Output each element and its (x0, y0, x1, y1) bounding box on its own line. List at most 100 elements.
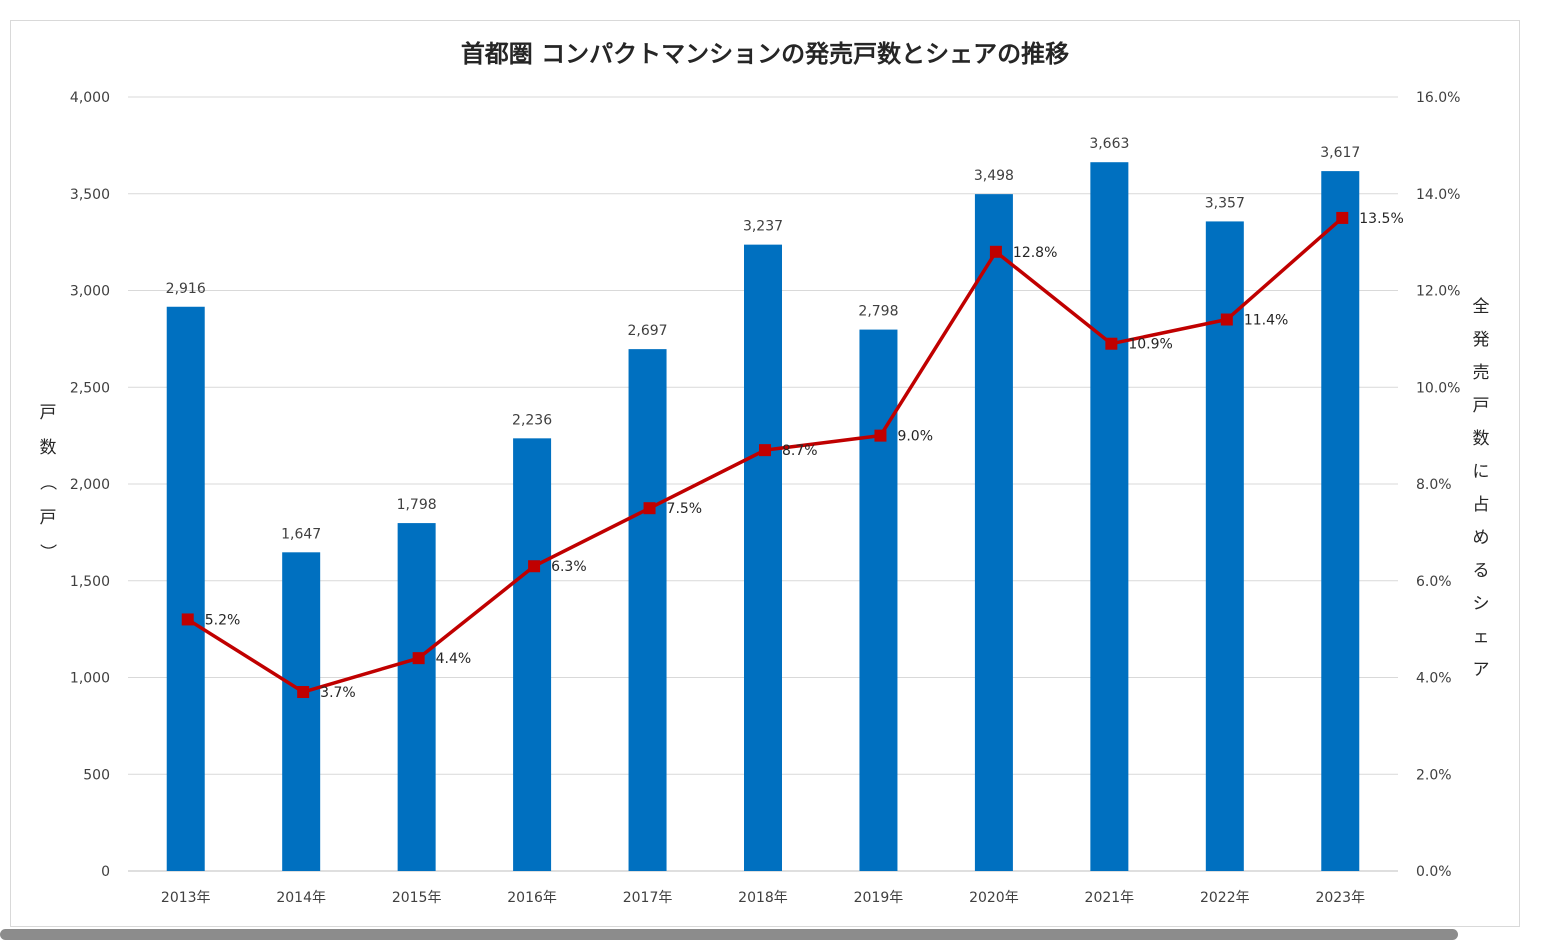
y-tick-label: 2,500 (70, 380, 110, 396)
x-tick-label: 2018年 (738, 890, 788, 906)
y-tick-label: 500 (83, 767, 110, 783)
y-tick-label: 1,000 (70, 671, 110, 687)
share-value-label: 10.9% (1128, 337, 1172, 353)
share-value-label: 11.4% (1244, 313, 1288, 329)
axis-title-char: 戸 (40, 403, 57, 423)
y2-tick-label: 10.0% (1416, 380, 1460, 396)
axes: 0 500 1,000 1,500 2,000 2,500 3,000 3,500 4,000 0… (37, 90, 1490, 906)
share-value-label: 9.0% (897, 429, 933, 445)
share-value-label: 3.7% (320, 685, 356, 701)
axis-title-char: （ (37, 474, 57, 491)
y-tick-label: 1,500 (70, 574, 110, 590)
share-marker (297, 686, 310, 699)
share-marker (759, 444, 771, 457)
y2-tick-label: 12.0% (1416, 284, 1460, 300)
x-tick-label: 2013年 (161, 890, 211, 906)
axis-title-char: シ (1473, 594, 1490, 614)
data-labels: 2,916 1,647 1,798 2,236 2,697 3,237 2,798 3,498… (166, 136, 1404, 701)
share-value-label: 8.7% (782, 443, 818, 459)
bar (397, 523, 436, 871)
axis-title-char: 売 (1473, 363, 1490, 383)
axis-title-char: に (1473, 462, 1490, 482)
axis-title-char: る (1473, 561, 1490, 581)
share-marker (528, 560, 541, 573)
share-value-label: 12.8% (1013, 245, 1057, 261)
bar-value-label: 2,236 (512, 412, 552, 428)
bar-value-label: 3,617 (1320, 145, 1360, 161)
bar-value-label: 2,697 (627, 323, 667, 339)
horizontal-scrollbar[interactable] (0, 929, 1458, 940)
share-marker (1220, 313, 1233, 326)
axis-title-char: め (1473, 528, 1490, 548)
share-marker (1105, 337, 1118, 350)
y-tick-label: 2,000 (70, 477, 110, 493)
bar-value-label: 2,798 (858, 304, 898, 320)
bar-value-label: 2,916 (166, 281, 206, 297)
y-axis-title: 戸数（戸） (37, 403, 57, 561)
bar (1321, 171, 1360, 872)
y-tick-label: 4,000 (70, 90, 110, 106)
line-series (181, 211, 1349, 699)
x-tick-label: 2019年 (854, 890, 904, 906)
bar (282, 552, 321, 871)
chart-title: 首都圏 コンパクトマンションの発売戸数とシェアの推移 (461, 40, 1069, 68)
y-tick-label: 3,500 (70, 187, 110, 203)
bar-value-label: 3,357 (1205, 195, 1245, 211)
y2-tick-label: 0.0% (1416, 864, 1452, 880)
x-tick-label: 2016年 (507, 890, 557, 906)
axis-title-char: 発 (1473, 330, 1490, 350)
bar (974, 194, 1013, 872)
axis-title-char: ェ (1473, 627, 1490, 647)
x-tick-label: 2017年 (623, 890, 673, 906)
y-tick-label: 3,000 (70, 284, 110, 300)
y2-tick-label: 2.0% (1416, 767, 1452, 783)
share-value-label: 6.3% (551, 559, 587, 575)
axis-title-char: ） (37, 544, 57, 561)
axis-title-char: 戸 (40, 508, 57, 528)
bar-value-label: 1,798 (397, 497, 437, 513)
y2-tick-label: 4.0% (1416, 671, 1452, 687)
bar (1090, 162, 1129, 872)
bar (166, 306, 205, 871)
y2-tick-label: 8.0% (1416, 477, 1452, 493)
share-marker (412, 652, 425, 665)
share-marker (643, 502, 656, 515)
bar-value-label: 3,237 (743, 219, 783, 235)
y-tick-label: 0 (101, 864, 110, 880)
bar-value-label: 1,647 (281, 526, 321, 542)
share-value-label: 13.5% (1359, 211, 1403, 227)
bar-value-label: 3,498 (974, 168, 1014, 184)
bar (513, 438, 552, 871)
bar (859, 329, 898, 871)
bar-series (166, 162, 1360, 872)
share-marker (989, 245, 1002, 258)
y2-tick-label: 16.0% (1416, 90, 1460, 106)
share-marker (181, 613, 194, 626)
axis-title-char: 戸 (1473, 396, 1490, 416)
axis-title-char: 占 (1473, 495, 1490, 515)
y2-tick-label: 6.0% (1416, 574, 1452, 590)
x-tick-label: 2015年 (392, 890, 442, 906)
axis-title-char: 数 (1473, 429, 1490, 449)
x-tick-label: 2022年 (1200, 890, 1250, 906)
bar (1205, 221, 1244, 871)
y2-tick-label: 14.0% (1416, 187, 1460, 203)
share-value-label: 7.5% (667, 501, 703, 517)
share-marker (1336, 211, 1349, 224)
x-tick-label: 2021年 (1085, 890, 1135, 906)
x-tick-label: 2014年 (276, 890, 326, 906)
bar (628, 349, 667, 871)
x-tick-label: 2020年 (969, 890, 1019, 906)
share-marker (874, 429, 887, 442)
axis-title-char: 数 (40, 438, 57, 458)
axis-title-char: ア (1473, 660, 1490, 680)
share-value-label: 5.2% (205, 612, 241, 628)
bar-value-label: 3,663 (1089, 136, 1129, 152)
bar (744, 244, 782, 871)
axis-title-char: 全 (1473, 297, 1490, 317)
x-tick-label: 2023年 (1315, 890, 1365, 906)
share-value-label: 4.4% (436, 651, 472, 667)
